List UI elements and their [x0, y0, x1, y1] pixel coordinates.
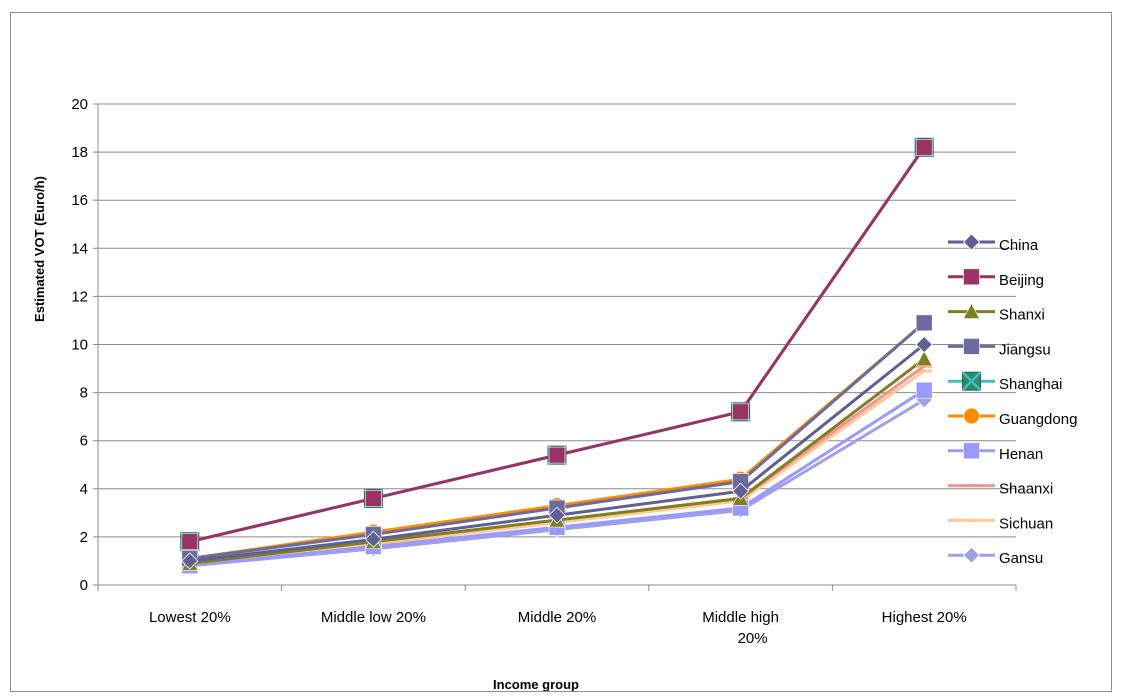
- diamond-marker: [915, 335, 933, 354]
- xsquare-marker: [961, 371, 982, 392]
- x-tick-label: 20%: [738, 630, 768, 647]
- series-line: [189, 398, 925, 568]
- y-tick-label: 14: [71, 240, 88, 257]
- diamond-marker: [732, 482, 750, 500]
- legend-item: Beijing: [948, 268, 1044, 289]
- y-tick-label: 6: [80, 433, 88, 450]
- diamond-marker: [364, 530, 382, 548]
- circle-marker: [963, 407, 980, 425]
- triangle-marker: [915, 350, 933, 367]
- legend-label: Beijing: [999, 272, 1044, 289]
- gridlines: [98, 103, 1016, 586]
- legend-label: Shaanxi: [999, 481, 1053, 498]
- legend-label: China: [999, 237, 1039, 254]
- square-marker: [732, 403, 749, 421]
- diamond-marker: [962, 546, 981, 564]
- y-tick-label: 0: [80, 577, 88, 594]
- square-marker: [365, 490, 382, 507]
- xsquare-stroke: [961, 371, 982, 392]
- y-axis-title: Estimated VOT (Euro/h): [32, 176, 47, 322]
- series-beijing: [181, 138, 933, 551]
- square-marker: [915, 314, 933, 332]
- legend: China Beijing Shanxi Jiangsu Shanghai Guangdo…: [948, 233, 1077, 567]
- axes: 0 2 4 6 8 10 12 14 16 18 20 Lowest 20% Middle low 20…: [71, 96, 1017, 647]
- square-marker: [548, 446, 566, 464]
- square-marker: [963, 442, 980, 460]
- legend-item: Shaanxi: [948, 481, 1053, 498]
- legend-item: Henan: [948, 442, 1043, 463]
- legend-item: Shanxi: [948, 302, 1045, 324]
- x-tick-label: Middle low 20%: [321, 609, 426, 626]
- square-marker: [915, 381, 933, 399]
- x-tick-label: Lowest 20%: [149, 609, 231, 626]
- x-tick-label: Highest 20%: [882, 609, 967, 626]
- square-marker: [915, 138, 933, 156]
- y-tick-label: 2: [80, 529, 88, 546]
- square-marker: [963, 268, 980, 286]
- series-layer: [179, 137, 935, 575]
- legend-item: Sichuan: [948, 515, 1053, 532]
- legend-item: Shanghai: [948, 371, 1062, 393]
- y-tick-label: 20: [71, 96, 88, 113]
- line-chart: 0 2 4 6 8 10 12 14 16 18 20 Lowest 20% Middle low 20…: [32, 96, 1077, 691]
- legend-item: Guangdong: [948, 407, 1077, 428]
- y-tick-label: 4: [80, 481, 88, 498]
- diamond-marker: [962, 233, 981, 251]
- square-marker: [963, 338, 980, 355]
- triangle-marker: [963, 302, 980, 319]
- series-gansu: [181, 391, 933, 575]
- y-tick-label: 16: [71, 192, 88, 209]
- y-tick-label: 12: [71, 288, 88, 305]
- diamond-marker: [548, 506, 566, 524]
- legend-label: Shanghai: [999, 376, 1062, 393]
- series-china: [181, 335, 933, 570]
- legend-item: China: [948, 233, 1039, 254]
- x-tick-label: Middle high: [702, 609, 779, 626]
- legend-label: Guangdong: [999, 411, 1077, 428]
- diamond-marker: [181, 552, 199, 570]
- legend-item: Jiangsu: [948, 338, 1051, 358]
- legend-label: Sichuan: [999, 515, 1053, 532]
- chart-frame: 0 2 4 6 8 10 12 14 16 18 20 Lowest 20% Middle low 20…: [10, 12, 1112, 692]
- legend-label: Gansu: [999, 550, 1043, 567]
- square-marker: [181, 533, 199, 551]
- legend-label: Shanxi: [999, 307, 1045, 324]
- legend-item: Gansu: [948, 546, 1043, 567]
- y-tick-label: 10: [71, 337, 88, 354]
- legend-label: Jiangsu: [999, 341, 1051, 358]
- legend-label: Henan: [999, 446, 1043, 463]
- y-tick-label: 8: [80, 385, 88, 402]
- x-axis-title: Income group: [493, 677, 579, 691]
- y-tick-label: 18: [71, 144, 88, 161]
- x-tick-label: Middle 20%: [518, 609, 596, 626]
